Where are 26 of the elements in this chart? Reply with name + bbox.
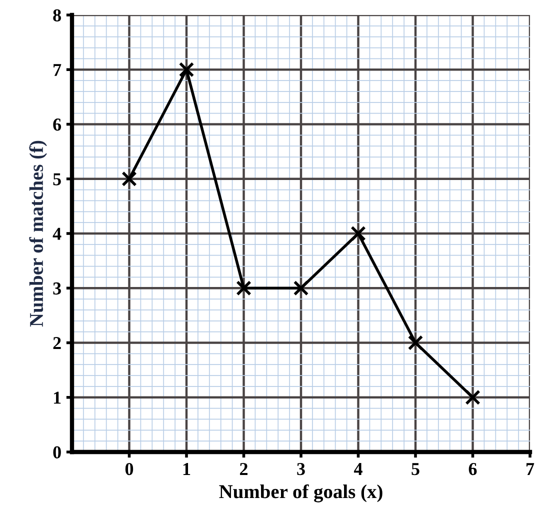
x-tick-label: 5: [412, 463, 420, 476]
point: [408, 335, 424, 350]
x-tick-label: 2: [240, 462, 248, 475]
point: [122, 171, 137, 187]
y-tick-label: 6: [53, 118, 62, 131]
y-tick-label: 5: [53, 173, 61, 186]
y-axis-title: Number of matches (f): [29, 140, 47, 327]
x-tick-label: 3: [297, 462, 305, 476]
y-tick-label: 7: [54, 64, 62, 76]
y-tick-label: 4: [52, 228, 62, 240]
y-tick-label: 2: [53, 337, 61, 350]
x-tick-label: 6: [468, 462, 477, 476]
y-tick-label: 0: [53, 446, 61, 458]
x-tick-label: 0: [125, 462, 134, 476]
point: [293, 280, 309, 296]
x-tick-label: 1: [183, 463, 190, 475]
point: [178, 62, 194, 78]
y-tick-label: 1: [54, 392, 61, 404]
x-axis-title: Number of goals (x): [219, 484, 382, 502]
point: [465, 390, 480, 406]
x-tick-label: 7: [526, 463, 534, 475]
y-tick-label: 8: [53, 9, 61, 22]
x-tick-label: 4: [354, 463, 362, 475]
point: [236, 280, 252, 296]
y-tick-label: 3: [53, 282, 61, 295]
point: [350, 226, 366, 242]
